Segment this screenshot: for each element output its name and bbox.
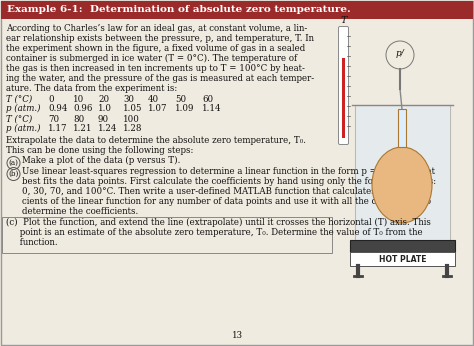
Text: 20: 20 (98, 95, 109, 104)
Text: cients of the linear function for any number of data points and use it with all : cients of the linear function for any nu… (22, 197, 431, 206)
Text: best fits the data points. First calculate the coefficients by hand using only t: best fits the data points. First calcula… (22, 177, 436, 186)
Text: 1.24: 1.24 (98, 124, 118, 133)
Text: ing the water, and the pressure of the gas is measured at each temper-: ing the water, and the pressure of the g… (6, 74, 314, 83)
Bar (2, 217, 332, 253)
Text: Use linear least-squares regression to determine a linear function in the form p: Use linear least-squares regression to d… (22, 167, 435, 176)
Text: 40: 40 (148, 95, 159, 104)
Text: (b): (b) (9, 170, 18, 178)
Bar (356, 106, 449, 239)
Text: determine the coefficients.: determine the coefficients. (22, 207, 138, 216)
Text: 50: 50 (175, 95, 186, 104)
FancyBboxPatch shape (338, 27, 348, 145)
Text: ear relationship exists between the pressure, p, and temperature, T. In: ear relationship exists between the pres… (6, 34, 314, 43)
Ellipse shape (372, 147, 432, 223)
Text: Extrapolate the data to determine the absolute zero temperature, T₀.: Extrapolate the data to determine the ab… (6, 136, 306, 145)
Circle shape (386, 41, 414, 69)
Text: the gas is then increased in ten increments up to T = 100°C by heat-: the gas is then increased in ten increme… (6, 64, 305, 73)
Text: 100: 100 (123, 115, 140, 124)
Bar (398, 109, 406, 147)
Bar (342, 58, 345, 138)
Text: 1.09: 1.09 (175, 104, 194, 113)
Text: T (°C): T (°C) (6, 95, 32, 104)
Text: T (°C): T (°C) (6, 115, 32, 124)
Text: 0.96: 0.96 (73, 104, 92, 113)
Text: According to Charles’s law for an ideal gas, at constant volume, a lin-: According to Charles’s law for an ideal … (6, 24, 307, 33)
Text: 1.17: 1.17 (48, 124, 67, 133)
Text: point is an estimate of the absolute zero temperature, T₀. Determine the value o: point is an estimate of the absolute zer… (6, 228, 423, 237)
Text: p (atm.): p (atm.) (6, 124, 40, 133)
Text: 30: 30 (123, 95, 134, 104)
Text: T: T (340, 16, 347, 25)
Text: 1.28: 1.28 (123, 124, 143, 133)
Bar (355, 105, 450, 240)
Text: HOT PLATE: HOT PLATE (379, 255, 426, 264)
Text: 1.0: 1.0 (98, 104, 112, 113)
Text: 60: 60 (202, 95, 213, 104)
Text: p (atm.): p (atm.) (6, 104, 40, 113)
Text: This can be done using the following steps:: This can be done using the following ste… (6, 146, 193, 155)
Text: p/: p/ (396, 48, 404, 57)
Text: the experiment shown in the figure, a fixed volume of gas in a sealed: the experiment shown in the figure, a fi… (6, 44, 305, 53)
Text: (c)  Plot the function, and extend the line (extrapolate) until it crosses the h: (c) Plot the function, and extend the li… (6, 218, 431, 227)
Text: ature. The data from the experiment is:: ature. The data from the experiment is: (6, 84, 177, 93)
Bar (1, 1, 473, 19)
Bar (350, 240, 455, 252)
Text: container is submerged in ice water (T = 0°C). The temperature of: container is submerged in ice water (T =… (6, 54, 297, 63)
Text: Make a plot of the data (p versus T).: Make a plot of the data (p versus T). (22, 156, 181, 165)
Text: function.: function. (6, 238, 58, 247)
Text: 1.05: 1.05 (123, 104, 143, 113)
Text: 70: 70 (48, 115, 59, 124)
Text: 0: 0 (48, 95, 54, 104)
Bar (350, 252, 455, 266)
Text: 0.94: 0.94 (48, 104, 67, 113)
Text: 90: 90 (98, 115, 109, 124)
Text: (a): (a) (9, 159, 18, 167)
Text: 0, 30, 70, and 100°C. Then write a user-defined MATLAB function that calculates : 0, 30, 70, and 100°C. Then write a user-… (22, 187, 422, 196)
Text: 13: 13 (231, 331, 243, 340)
Text: 10: 10 (73, 95, 84, 104)
Text: 1.21: 1.21 (73, 124, 92, 133)
Text: Example 6-1:  Determination of absolute zero temperature.: Example 6-1: Determination of absolute z… (7, 6, 351, 15)
Text: 1.07: 1.07 (148, 104, 167, 113)
Text: 1.14: 1.14 (202, 104, 221, 113)
Text: 80: 80 (73, 115, 84, 124)
